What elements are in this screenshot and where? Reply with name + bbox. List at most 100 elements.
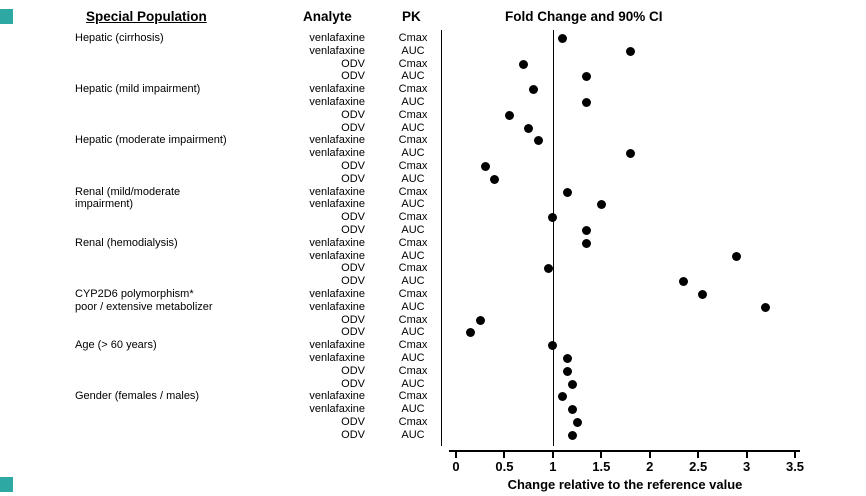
- pk-label: AUC: [401, 249, 425, 262]
- table-row: ODV AUC: [0, 326, 866, 339]
- analyte-label: venlafaxine: [309, 236, 365, 249]
- analyte-label: venlafaxine: [309, 44, 365, 57]
- population-label: impairment): [75, 198, 134, 211]
- table-row: ODV AUC: [0, 275, 866, 288]
- table-row: Renal (hemodialysis) venlafaxine Cmax: [0, 237, 866, 250]
- table-row: ODV Cmax: [0, 314, 866, 327]
- data-point: [528, 85, 538, 95]
- table-row: venlafaxine AUC: [0, 250, 866, 263]
- table-row: ODV Cmax: [0, 262, 866, 275]
- data-point: [572, 417, 582, 427]
- x-tick: [794, 452, 796, 458]
- pk-label: Cmax: [398, 390, 428, 403]
- analyte-label: ODV: [341, 211, 365, 224]
- table-row: venlafaxine AUC: [0, 96, 866, 109]
- population-label: CYP2D6 polymorphism*: [75, 288, 194, 300]
- x-tick-label: 0.5: [495, 459, 514, 474]
- population-label: Renal (mild/moderate: [75, 185, 181, 198]
- data-point: [582, 238, 592, 248]
- teal-marker-bottom: [0, 477, 13, 492]
- pk-label: Cmax: [398, 288, 428, 300]
- analyte-label: venlafaxine: [309, 249, 365, 262]
- analyte-label: ODV: [341, 224, 365, 236]
- data-point: [679, 277, 689, 287]
- data-point: [519, 59, 529, 69]
- analyte-label: venlafaxine: [309, 198, 365, 211]
- pk-label: Cmax: [398, 83, 428, 96]
- population-label: poor / extensive metabolizer: [75, 300, 213, 313]
- analyte-label: venlafaxine: [309, 403, 365, 416]
- data-point: [562, 366, 572, 376]
- pk-label: AUC: [401, 352, 425, 364]
- pk-label: Cmax: [398, 364, 428, 377]
- data-point: [533, 136, 543, 146]
- teal-marker-top: [0, 9, 13, 24]
- analyte-label: venlafaxine: [309, 147, 365, 160]
- data-point: [504, 110, 514, 120]
- analyte-label: ODV: [341, 262, 365, 275]
- pk-label: Cmax: [398, 416, 428, 428]
- pk-label: Cmax: [398, 236, 428, 249]
- data-point: [480, 161, 490, 171]
- analyte-label: ODV: [341, 108, 365, 121]
- table-row: ODV Cmax: [0, 58, 866, 71]
- table-row: Renal (mild/moderate venlafaxine Cmax: [0, 186, 866, 199]
- header-analyte: Analyte: [303, 9, 352, 24]
- analyte-label: ODV: [341, 172, 365, 185]
- data-point: [582, 72, 592, 82]
- header-pk: PK: [402, 9, 421, 24]
- x-tick: [745, 452, 748, 458]
- data-point: [625, 46, 635, 56]
- table-row: venlafaxine AUC: [0, 352, 866, 365]
- data-point: [582, 225, 592, 235]
- table-row: ODV AUC: [0, 122, 866, 135]
- analyte-label: ODV: [341, 70, 365, 83]
- population-label: Hepatic (cirrhosis): [75, 32, 164, 44]
- table-row: ODV AUC: [0, 224, 866, 237]
- analyte-label: venlafaxine: [309, 83, 365, 96]
- header-special-population: Special Population: [86, 9, 207, 24]
- data-point: [524, 123, 534, 133]
- pk-label: Cmax: [398, 160, 428, 172]
- data-point: [582, 97, 592, 107]
- analyte-label: ODV: [341, 57, 365, 70]
- data-point: [562, 353, 572, 363]
- x-tick-label: 0: [452, 459, 460, 474]
- table-row: ODV AUC: [0, 429, 866, 442]
- x-tick: [600, 452, 603, 458]
- analyte-label: ODV: [341, 326, 365, 339]
- data-point: [562, 187, 572, 197]
- table-row: ODV Cmax: [0, 160, 866, 173]
- pk-label: AUC: [401, 147, 425, 160]
- data-point: [558, 33, 568, 43]
- pk-label: Cmax: [398, 32, 428, 44]
- data-point: [698, 289, 708, 299]
- table-row: Age (> 60 years) venlafaxine Cmax: [0, 339, 866, 352]
- table-row: venlafaxine AUC: [0, 45, 866, 58]
- pk-label: AUC: [401, 275, 425, 288]
- table-row: ODV Cmax: [0, 211, 866, 224]
- data-point: [466, 328, 476, 338]
- population-label: Hepatic (mild impairment): [75, 83, 201, 96]
- data-point: [567, 405, 577, 415]
- x-tick: [503, 452, 506, 458]
- reference-line: [553, 30, 554, 446]
- table-row: Hepatic (moderate impairment) venlafaxine…: [0, 134, 866, 147]
- table-row: ODV Cmax: [0, 416, 866, 429]
- pk-label: Cmax: [398, 313, 428, 326]
- x-tick-label: 3.5: [785, 459, 805, 474]
- analyte-label: ODV: [341, 121, 365, 134]
- analyte-label: venlafaxine: [309, 288, 365, 300]
- x-tick: [648, 452, 651, 458]
- analyte-label: ODV: [341, 428, 365, 441]
- data-point: [475, 315, 485, 325]
- pk-label: Cmax: [398, 185, 428, 198]
- x-tick: [551, 452, 554, 458]
- pk-label: AUC: [401, 198, 425, 211]
- table-row: venlafaxine AUC: [0, 147, 866, 160]
- pk-label: Cmax: [398, 134, 428, 147]
- data-point: [596, 200, 606, 210]
- table-row: CYP2D6 polymorphism* venlafaxine Cmax: [0, 288, 866, 301]
- table-row: venlafaxine AUC: [0, 403, 866, 416]
- analyte-label: ODV: [341, 377, 365, 390]
